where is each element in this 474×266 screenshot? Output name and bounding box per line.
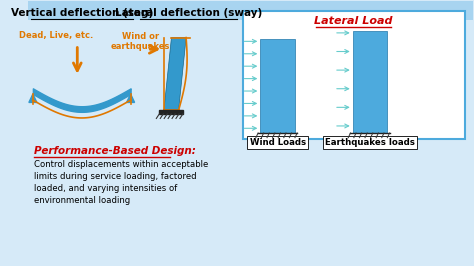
Text: Wind Loads: Wind Loads xyxy=(249,138,306,147)
Text: Wind or
earthquakes: Wind or earthquakes xyxy=(110,32,170,51)
Text: Control displacements within acceptable
limits during service loading, factored
: Control displacements within acceptable … xyxy=(34,160,208,205)
Polygon shape xyxy=(29,94,37,102)
Text: Earthquakes loads: Earthquakes loads xyxy=(325,138,415,147)
FancyBboxPatch shape xyxy=(243,11,465,139)
Polygon shape xyxy=(164,38,186,110)
FancyBboxPatch shape xyxy=(28,1,473,20)
Bar xyxy=(159,110,183,114)
Polygon shape xyxy=(127,94,135,102)
Text: Vertical deflection (sag): Vertical deflection (sag) xyxy=(10,8,153,18)
Text: Lateral Load: Lateral Load xyxy=(314,16,393,26)
Text: Performance-Based Design:: Performance-Based Design: xyxy=(34,146,196,156)
Text: Lateral deflection (sway): Lateral deflection (sway) xyxy=(115,8,262,18)
Bar xyxy=(353,31,387,133)
Bar xyxy=(260,39,295,133)
Text: Dead, Live, etc.: Dead, Live, etc. xyxy=(19,31,93,40)
